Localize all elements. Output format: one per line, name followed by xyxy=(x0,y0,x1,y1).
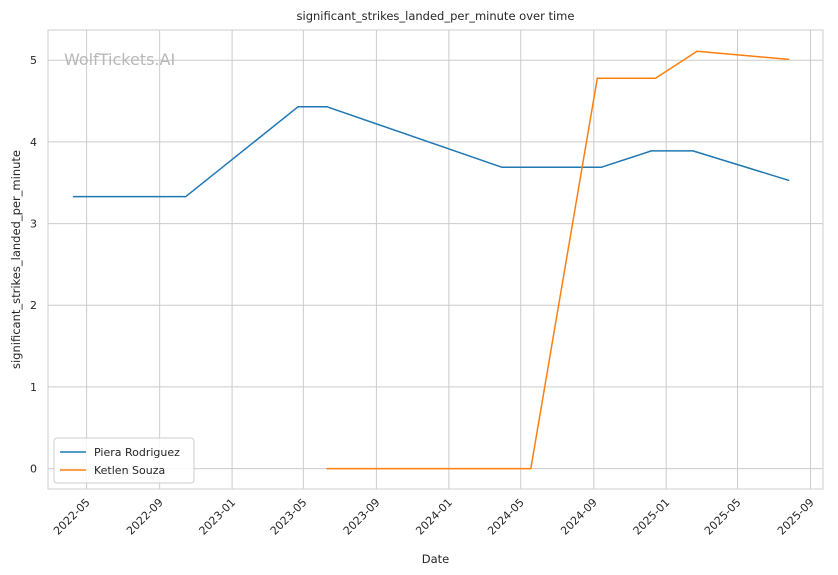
legend-box xyxy=(53,437,195,484)
y-axis-label: significant_strikes_landed_per_minute xyxy=(9,150,23,369)
chart-title: significant_strikes_landed_per_minute ov… xyxy=(297,9,575,23)
y-tick-label: 3 xyxy=(30,218,37,231)
series-lines xyxy=(72,50,790,470)
series-line-1 xyxy=(326,50,790,470)
grid xyxy=(48,30,823,489)
legend-label-1: Ketlen Souza xyxy=(94,464,165,477)
y-tick-label: 2 xyxy=(30,299,37,312)
legend: Piera Rodriguez Ketlen Souza xyxy=(53,437,195,484)
y-axis-ticks: 0 1 2 3 4 5 xyxy=(30,54,37,475)
legend-items: Piera Rodriguez Ketlen Souza xyxy=(60,446,180,477)
x-axis-label: Date xyxy=(422,552,450,566)
y-tick-label: 4 xyxy=(30,136,37,149)
series-line-0 xyxy=(72,106,790,198)
plot-area-frame xyxy=(47,29,824,490)
legend-label-0: Piera Rodriguez xyxy=(94,446,180,459)
y-tick-label: 5 xyxy=(30,54,37,67)
y-tick-label: 1 xyxy=(30,381,37,394)
watermark-text: WolfTickets.AI xyxy=(64,50,175,69)
y-tick-label: 0 xyxy=(30,463,37,476)
